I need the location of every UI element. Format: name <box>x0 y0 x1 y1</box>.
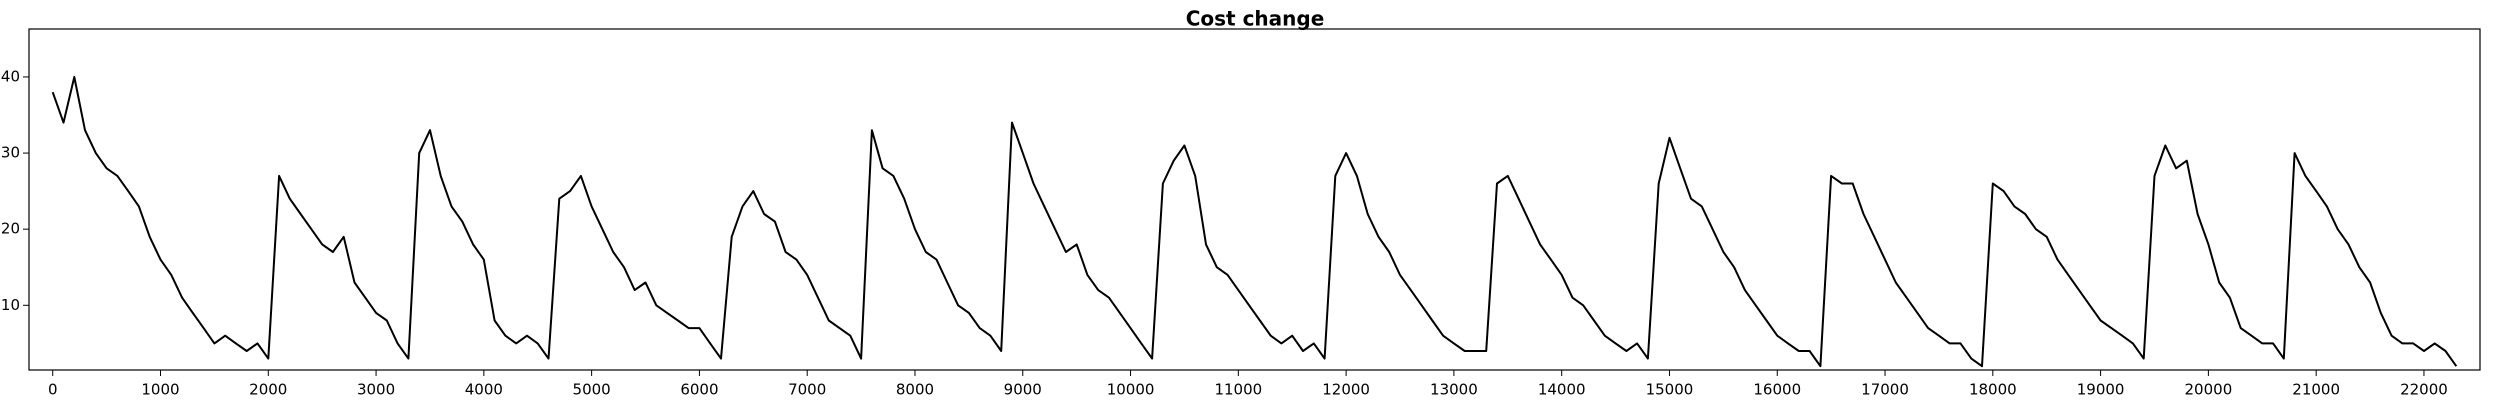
x-tick-label: 14000 <box>1538 381 1586 399</box>
y-tick-label: 30 <box>1 144 20 162</box>
x-tick-label: 5000 <box>573 381 611 399</box>
x-tick-label: 13000 <box>1430 381 1478 399</box>
x-tick-label: 11000 <box>1214 381 1262 399</box>
x-tick-label: 12000 <box>1322 381 1370 399</box>
data-line <box>51 76 2458 368</box>
x-tick-label: 16000 <box>1753 381 1801 399</box>
plot-frame <box>28 28 2481 371</box>
x-tick-label: 4000 <box>465 381 503 399</box>
x-tick-label: 2000 <box>249 381 287 399</box>
x-tick-label: 18000 <box>1969 381 2017 399</box>
x-tick-label: 9000 <box>1004 381 1042 399</box>
y-tick-label: 10 <box>1 296 20 314</box>
x-tick-label: 17000 <box>1861 381 1909 399</box>
x-tick-label: 19000 <box>2077 381 2125 399</box>
chart-title: Cost change <box>1186 7 1325 31</box>
x-tick-label: 8000 <box>896 381 934 399</box>
x-tick-label: 6000 <box>680 381 718 399</box>
x-tick-label: 0 <box>48 381 58 399</box>
x-tick-label: 10000 <box>1107 381 1155 399</box>
x-tick-label: 21000 <box>2292 381 2340 399</box>
x-tick-label: 22000 <box>2400 381 2448 399</box>
y-tick-label: 40 <box>1 67 20 85</box>
x-tick-label: 1000 <box>141 381 179 399</box>
x-tick-label: 15000 <box>1646 381 1694 399</box>
x-tick-label: 20000 <box>2185 381 2233 399</box>
y-tick-label: 20 <box>1 220 20 238</box>
x-tick-label: 7000 <box>788 381 826 399</box>
x-tick-label: 3000 <box>357 381 395 399</box>
